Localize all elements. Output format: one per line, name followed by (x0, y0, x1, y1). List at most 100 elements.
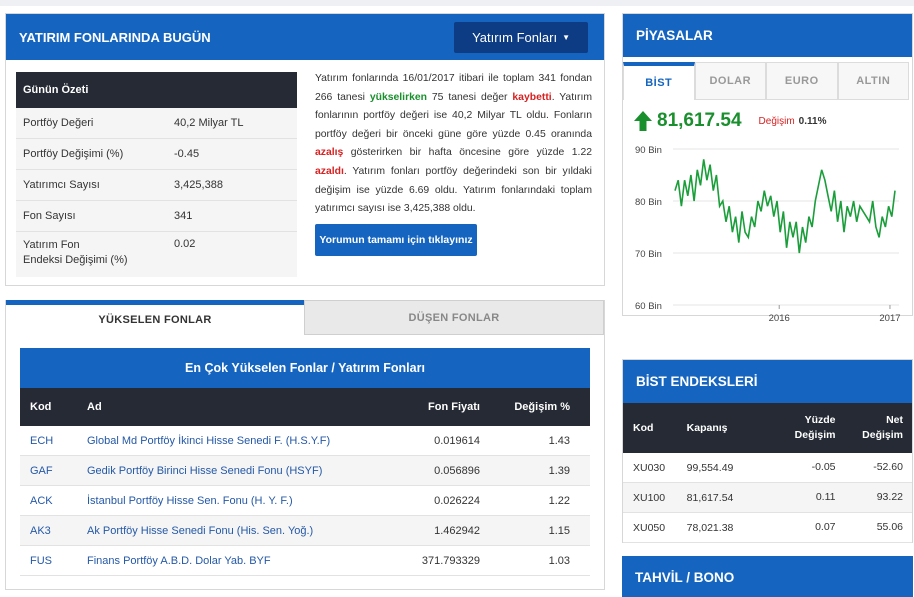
top-rising-funds-table: En Çok Yükselen Fonlar / Yatırım Fonları… (20, 348, 590, 576)
commentary-text: gösterirken bir hafta öncesine göre yüzd… (343, 147, 592, 159)
panel-title: YATIRIM FONLARINDA BUGÜN (19, 29, 211, 45)
tab-dolar[interactable]: DOLAR (694, 62, 766, 100)
tab-falling-funds[interactable]: DÜŞEN FONLAR (304, 300, 604, 335)
fund-price: 371.793329 (421, 554, 480, 567)
fund-name-link[interactable]: İstanbul Portföy Hisse Sen. Fonu (H. Y. … (87, 494, 293, 507)
summary-value: 40,2 Milyar TL (174, 117, 244, 129)
series-line (674, 159, 896, 254)
fund-name-link[interactable]: Finans Portföy A.B.D. Dolar Yab. BYF (87, 554, 271, 567)
fund-change: 1.39 (548, 464, 570, 477)
top-bar (0, 0, 914, 6)
column-header-net-change: Net Değişim (836, 413, 912, 443)
summary-value: 341 (174, 210, 193, 222)
y-tick-label: 90 Bin (635, 145, 662, 156)
bonds-panel[interactable]: TAHVİL / BONO (622, 556, 913, 597)
fund-type-dropdown[interactable]: Yatırım Fonları ▼ (454, 21, 588, 53)
dropdown-label: Yatırım Fonları (472, 29, 558, 45)
fund-name-link[interactable]: Ak Portföy Hisse Senedi Fonu (His. Sen. … (87, 524, 314, 537)
commentary-text: 75 tanesi değer (427, 91, 513, 103)
market-commentary: Yatırım fonlarında 16/01/2017 itibari il… (315, 70, 592, 219)
bist-indices-header: BİST ENDEKSLERİ (623, 360, 912, 403)
summary-label: Portföy Değeri (23, 117, 94, 129)
bist-line-chart: 90 Bin 80 Bin 70 Bin 60 Bin 2016 2017 (635, 145, 901, 324)
funds-today-panel: YATIRIM FONLARINDA BUGÜN Yatırım Fonları… (5, 13, 605, 286)
summary-value: 0.02 (174, 238, 196, 250)
fund-price: 0.019614 (434, 434, 480, 447)
funds-today-header: YATIRIM FONLARINDA BUGÜN Yatırım Fonları… (6, 14, 604, 60)
funds-table-panel: YÜKSELEN FONLAR DÜŞEN FONLAR En Çok Yüks… (5, 300, 605, 590)
bist-indices-table: Kod Kapanış Yüzde Değişim Net Değişim XU03… (623, 403, 912, 543)
header-line: Değişim (794, 429, 836, 441)
fund-change: 1.22 (548, 494, 570, 507)
fund-name-link[interactable]: Global Md Portföy İkinci Hisse Senedi F.… (87, 434, 331, 447)
commentary-text: Yatırım fonlarında 16/01/2017 itibari il… (315, 73, 592, 103)
x-tick-label: 2016 (769, 313, 790, 324)
fund-code-link[interactable]: GAF (30, 464, 53, 477)
y-tick-label: 60 Bin (635, 301, 662, 312)
summary-label: Yatırımcı Sayısı (23, 179, 100, 191)
read-more-button[interactable]: Yorumun tamamı için tıklayınız (315, 224, 477, 256)
header-line: Net (886, 414, 903, 426)
table-row[interactable]: XU030 99,554.49 -0.05 -52.60 (623, 453, 912, 483)
bonds-header: TAHVİL / BONO (622, 556, 913, 597)
decreased-word: azaldı (315, 165, 344, 177)
table-row[interactable]: AK3 Ak Portföy Hisse Senedi Fonu (His. S… (20, 516, 590, 546)
markets-header: PİYASALAR (623, 14, 912, 57)
commentary-text: . Yatırım fonlarının portföy değeri ise … (315, 91, 592, 140)
table-header: Kod Kapanış Yüzde Değişim Net Değişim (623, 403, 912, 453)
fund-code-link[interactable]: AK3 (30, 524, 51, 537)
column-header-price: Fon Fiyatı (428, 401, 480, 413)
summary-row: Fon Sayısı 341 (16, 201, 297, 232)
column-header-kod: Kod (633, 422, 654, 434)
table-row[interactable]: ECH Global Md Portföy İkinci Hisse Sened… (20, 426, 590, 456)
index-code: XU050 (633, 521, 666, 534)
index-pct-change: 0.11 (815, 491, 836, 503)
table-row[interactable]: XU050 78,021.38 0.07 55.06 (623, 513, 912, 543)
commentary-text: . Yatırım fonları portföy değerindeki so… (315, 165, 592, 215)
fund-change: 1.43 (548, 434, 570, 447)
summary-row: Portföy Değişimi (%) -0.45 (16, 139, 297, 170)
y-tick-label: 70 Bin (635, 249, 662, 260)
fund-code-link[interactable]: ECH (30, 434, 54, 447)
decrease-word: azalış (315, 147, 344, 159)
tab-bist[interactable]: BİST (623, 62, 695, 100)
rising-word: yükselirken (369, 91, 428, 103)
table-row[interactable]: XU100 81,617.54 0.11 93.22 (623, 483, 912, 513)
table-header: Kod Ad Fon Fiyatı Değişim % (20, 388, 590, 426)
index-code: XU030 (633, 461, 666, 474)
summary-header: Günün Özeti (16, 72, 297, 108)
summary-label: Yatırım Fon Endeksi Değişimi (%) (16, 232, 167, 277)
index-close: 78,021.38 (686, 521, 734, 534)
fund-price: 0.056896 (434, 464, 480, 477)
header-line: Yüzde (804, 414, 836, 426)
fund-change: 1.03 (548, 554, 570, 567)
tab-euro[interactable]: EURO (766, 62, 838, 100)
index-net-change: 93.22 (876, 491, 903, 503)
change-label: Değişim (758, 115, 795, 127)
index-close: 99,554.49 (686, 461, 734, 474)
summary-label: Portföy Değişimi (%) (23, 148, 124, 160)
column-header-pct-change: Yüzde Değişim (762, 413, 836, 443)
table-row[interactable]: ACK İstanbul Portföy Hisse Sen. Fonu (H.… (20, 486, 590, 516)
daily-summary-table: Günün Özeti Portföy Değeri 40,2 Milyar T… (16, 72, 297, 277)
fund-code-link[interactable]: ACK (30, 494, 53, 507)
index-net-change: -52.60 (873, 461, 903, 473)
y-tick-label: 80 Bin (635, 197, 662, 208)
tab-altin[interactable]: ALTIN (837, 62, 909, 100)
table-row[interactable]: GAF Gedik Portföy Birinci Hisse Senedi F… (20, 456, 590, 486)
bist-value: 81,617.54 (657, 110, 742, 131)
fund-code-link[interactable]: FUS (30, 554, 52, 567)
change-percent: 0.11% (798, 115, 827, 127)
summary-row: Yatırım Fon Endeksi Değişimi (%) 0.02 (16, 232, 297, 277)
summary-value: -0.45 (174, 148, 200, 160)
index-close: 81,617.54 (686, 491, 734, 504)
table-body: ECH Global Md Portföy İkinci Hisse Sened… (20, 426, 590, 576)
column-header-close: Kapanış (686, 422, 728, 434)
markets-panel: PİYASALAR BİST DOLAR EURO ALTIN 81,617.5… (622, 13, 913, 324)
index-pct-change: 0.07 (815, 521, 836, 533)
summary-row: Yatırımcı Sayısı 3,425,388 (16, 170, 297, 201)
fund-name-link[interactable]: Gedik Portföy Birinci Hisse Senedi Fonu … (87, 464, 323, 477)
summary-row: Portföy Değeri 40,2 Milyar TL (16, 108, 297, 139)
tab-rising-funds[interactable]: YÜKSELEN FONLAR (6, 300, 304, 335)
table-row[interactable]: FUS Finans Portföy A.B.D. Dolar Yab. BYF… (20, 546, 590, 576)
